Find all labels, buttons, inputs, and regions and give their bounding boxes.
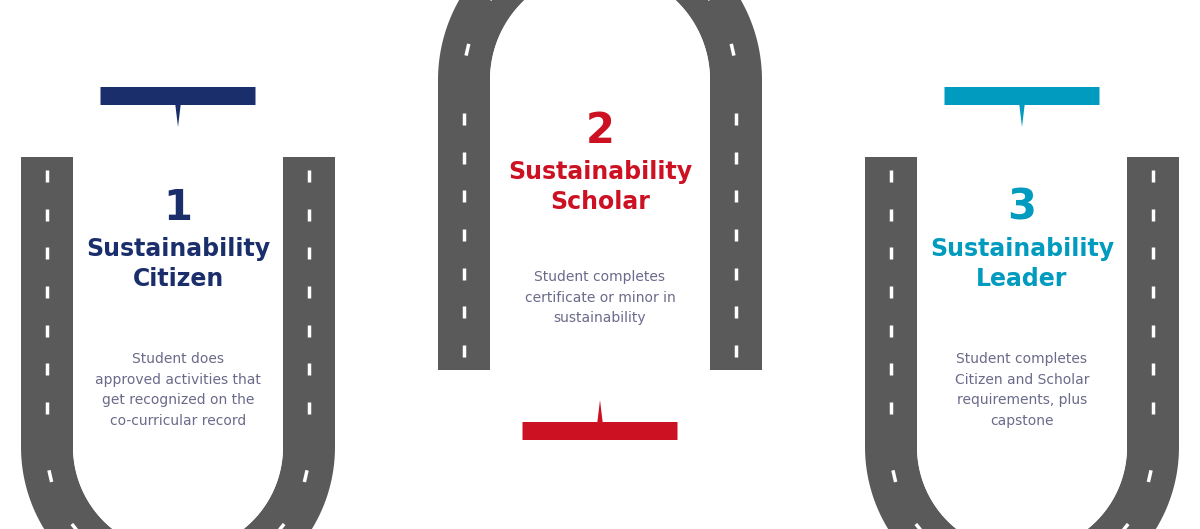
Polygon shape — [865, 157, 1178, 529]
Bar — [490, 80, 710, 370]
Text: Sustainability
Leader: Sustainability Leader — [930, 237, 1114, 291]
Polygon shape — [917, 447, 1127, 529]
Polygon shape — [22, 157, 335, 529]
Text: Sustainability
Citizen: Sustainability Citizen — [86, 237, 270, 291]
Polygon shape — [522, 400, 678, 440]
Text: Sustainability
Scholar: Sustainability Scholar — [508, 160, 692, 214]
Text: 2: 2 — [586, 110, 614, 152]
Text: Student completes
certificate or minor in
sustainability: Student completes certificate or minor i… — [524, 270, 676, 325]
Bar — [917, 157, 1127, 447]
Text: 3: 3 — [1008, 187, 1037, 229]
Polygon shape — [490, 0, 710, 80]
Bar — [73, 157, 283, 447]
Text: Student does
approved activities that
get recognized on the
co-curricular record: Student does approved activities that ge… — [95, 352, 260, 428]
Polygon shape — [73, 447, 283, 529]
Polygon shape — [944, 87, 1099, 127]
Polygon shape — [438, 0, 762, 370]
Text: Student completes
Citizen and Scholar
requirements, plus
capstone: Student completes Citizen and Scholar re… — [955, 352, 1090, 428]
Text: 1: 1 — [163, 187, 192, 229]
Polygon shape — [101, 87, 256, 127]
